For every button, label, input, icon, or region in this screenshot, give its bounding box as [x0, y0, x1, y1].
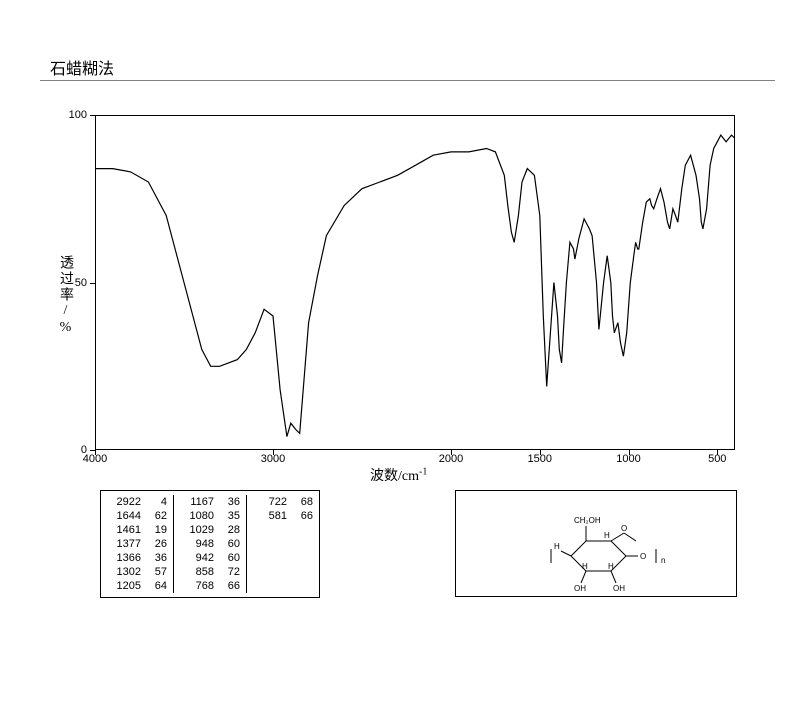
peaks-row: 108035 [180, 509, 240, 523]
y-tick-mark [90, 283, 95, 284]
struct-h3: H [582, 562, 588, 571]
molecular-structure: CH₂OH O H H OH OH H H O n [455, 490, 737, 597]
x-tick-mark [629, 450, 630, 455]
x-tick-mark [451, 450, 452, 455]
peaks-row: 136636 [107, 551, 167, 565]
peaks-row: 76866 [180, 579, 240, 593]
y-tick-mark [90, 115, 95, 116]
spectrum-svg [95, 115, 735, 450]
struct-h1: H [554, 542, 560, 551]
peaks-row: 164462 [107, 509, 167, 523]
struct-o2: O [640, 552, 646, 561]
x-tick-mark [540, 450, 541, 455]
peaks-row: 137726 [107, 537, 167, 551]
peaks-row: 116736 [180, 495, 240, 509]
spectrum-line [95, 135, 735, 437]
peaks-row: 94260 [180, 551, 240, 565]
peaks-row: 58166 [253, 509, 313, 523]
peaks-column: 7226858166 [247, 495, 319, 593]
x-tick-mark [273, 450, 274, 455]
peaks-row: 29224 [107, 495, 167, 509]
structure-svg: CH₂OH O H H OH OH H H O n [456, 491, 736, 596]
y-tick-label: 100 [69, 109, 87, 121]
peaks-row: 72268 [253, 495, 313, 509]
y-tick-label: 50 [75, 277, 87, 289]
peaks-row: 102928 [180, 523, 240, 537]
page-title: 石蜡糊法 [50, 55, 114, 79]
x-tick-mark [717, 450, 718, 455]
peaks-row: 94860 [180, 537, 240, 551]
ir-spectrum-chart: 050100 40003000200015001000500 [95, 115, 735, 450]
x-tick-mark [95, 450, 96, 455]
struct-n: n [661, 556, 665, 565]
peaks-column: 2922416446214611913772613663613025712056… [101, 495, 174, 593]
title-divider [40, 80, 775, 81]
x-axis-label: 波数/cm-1 [370, 465, 427, 485]
y-axis-label: 透过率/% [55, 255, 75, 337]
peaks-row: 85872 [180, 565, 240, 579]
struct-oh1: OH [574, 584, 586, 593]
struct-h2: H [604, 531, 610, 540]
struct-ch2oh: CH₂OH [574, 516, 601, 525]
peaks-row: 146119 [107, 523, 167, 537]
struct-oh2: OH [613, 584, 625, 593]
struct-h4: H [608, 562, 614, 571]
peaks-row: 120564 [107, 579, 167, 593]
peaks-row: 130257 [107, 565, 167, 579]
struct-o: O [621, 524, 627, 533]
peaks-column: 11673610803510292894860942608587276866 [174, 495, 247, 593]
peaks-table: 2922416446214611913772613663613025712056… [100, 490, 320, 598]
